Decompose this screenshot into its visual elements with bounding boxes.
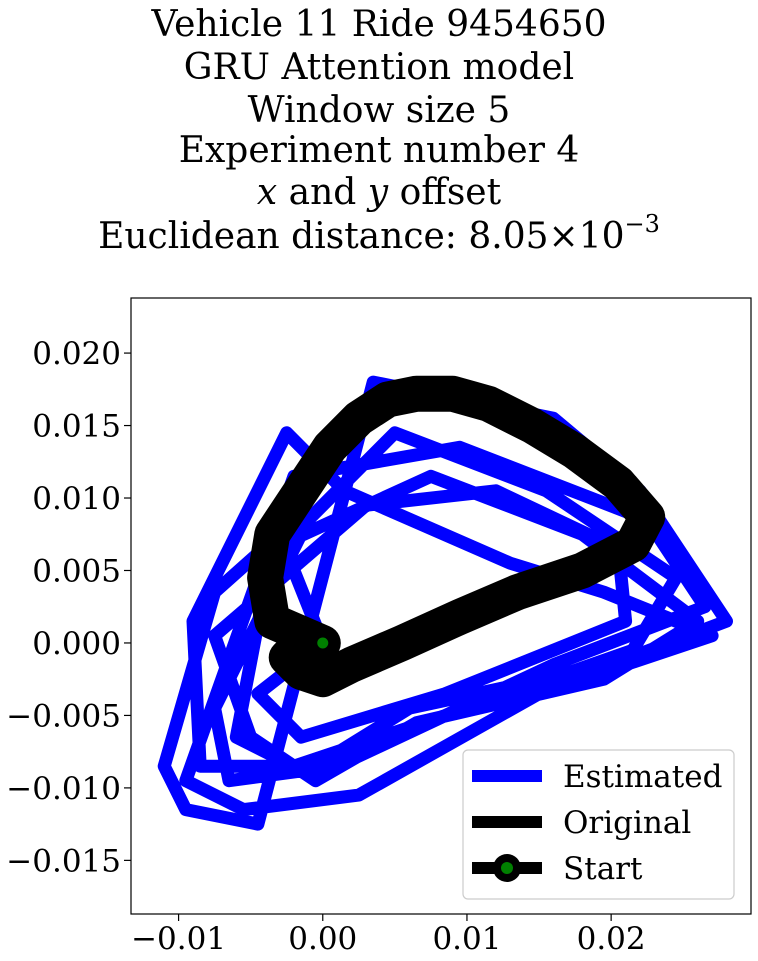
y-tick-label: −0.015 <box>6 843 121 879</box>
x-tick-label: 0.00 <box>288 921 357 957</box>
y-tick-label: 0.020 <box>32 336 121 372</box>
title-exponent: −3 <box>624 210 660 238</box>
title-distance-prefix: Euclidean distance: 8.05 <box>98 216 549 257</box>
title-and-text: and <box>277 172 368 213</box>
y-tick-label: 0.010 <box>32 481 121 517</box>
series-line-original <box>247 375 666 698</box>
legend: Estimated Original Start <box>462 749 735 900</box>
title-offset-text: offset <box>388 172 502 213</box>
legend-label-estimated: Estimated <box>563 759 722 795</box>
y-tick-label: 0.015 <box>32 409 121 445</box>
legend-box <box>462 749 735 900</box>
x-tick-label: −0.01 <box>131 921 226 957</box>
title-line-model: GRU Attention model <box>183 47 575 88</box>
y-tick-label: 0.000 <box>32 626 121 662</box>
title-line-window: Window size 5 <box>247 90 511 131</box>
y-tick-label: −0.005 <box>6 698 121 734</box>
title-times-sign: × <box>548 216 579 257</box>
plot-data-area <box>157 375 733 831</box>
series-line-estimated <box>157 375 733 831</box>
legend-label-start: Start <box>563 851 643 887</box>
x-tick-label: 0.02 <box>577 921 646 957</box>
y-tick-label: −0.010 <box>6 771 121 807</box>
title-x-symbol: x <box>256 172 278 213</box>
plot-frame <box>130 297 752 915</box>
title-y-symbol: y <box>367 172 389 213</box>
start-point-marker <box>317 637 329 649</box>
title-line-offset: x and y offset <box>0 172 758 214</box>
title-line-vehicle: Vehicle 11 Ride 9454650 <box>151 4 607 45</box>
legend-label-original: Original <box>563 805 691 841</box>
y-tick-label: 0.005 <box>32 553 121 589</box>
legend-marker-inner <box>501 862 513 874</box>
x-tick-label: 0.01 <box>432 921 501 957</box>
title-line-distance: Euclidean distance: 8.05×10−3 <box>0 212 758 258</box>
title-base: 10 <box>578 216 625 257</box>
title-line-experiment: Experiment number 4 <box>178 130 580 171</box>
axes: −0.01 0.00 0.01 0.02 0.020 0.015 0.010 0.005 0.0… <box>6 336 645 957</box>
